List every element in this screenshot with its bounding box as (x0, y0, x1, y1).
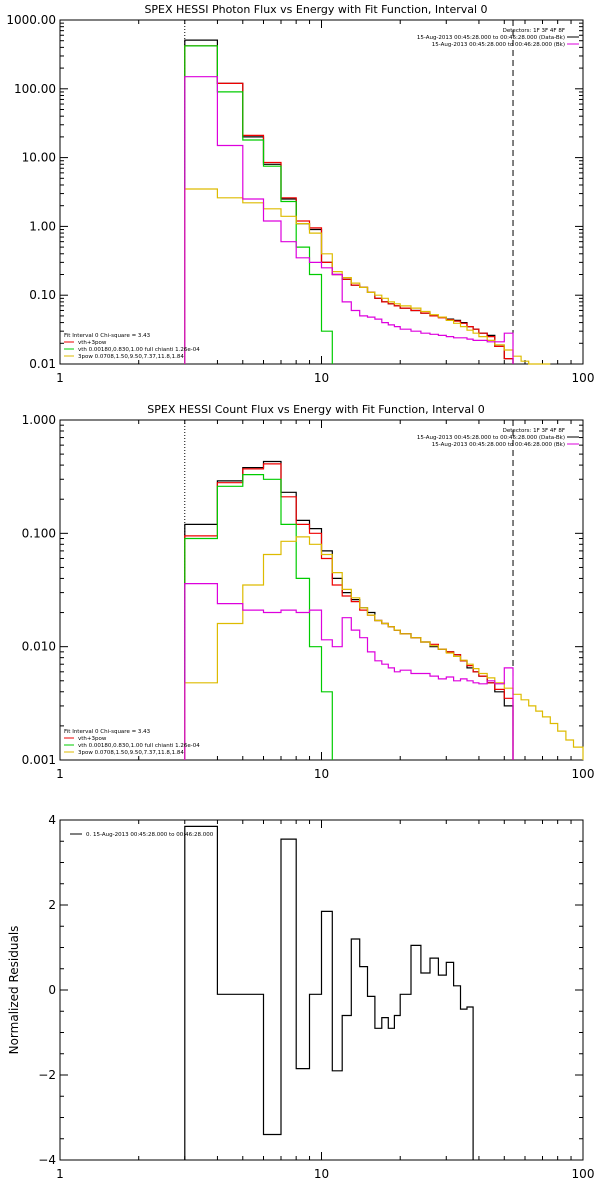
y-tick-label: 0.01 (29, 357, 56, 371)
y-tick-label: −4 (38, 1153, 56, 1167)
series-bk (184, 583, 514, 760)
y-tick-label: 0.010 (22, 640, 56, 654)
series-residuals (184, 825, 474, 1160)
y-tick-label: −2 (38, 1068, 56, 1082)
x-tick-label: 10 (314, 767, 329, 781)
fit-line: vth 0.00180,0.830,1.00 full chianti 1.26… (78, 743, 200, 749)
y-tick-label: 1.00 (29, 219, 56, 233)
residuals-y-label: Normalized Residuals (7, 926, 21, 1055)
fit-line: 3pow 0.0708,1.50,9.50,7.37,11.8,1.84 (78, 750, 184, 756)
y-tick-label: 0.10 (29, 288, 56, 302)
x-tick-label: 1 (56, 371, 64, 385)
y-tick-label: 10.00 (22, 151, 56, 165)
series-group (184, 825, 474, 1160)
fit-info: Fit Interval 0 Chi-square = 3.43vth+3pow… (64, 333, 200, 360)
x-tick-label: 10 (314, 371, 329, 385)
series-vth-3pow (184, 463, 514, 760)
count-flux-panel: SPEX HESSI Count Flux vs Energy with Fit… (22, 403, 595, 781)
info-line: Detectors: 1F 3F 4F 8F (503, 428, 565, 434)
x-tick-label: 100 (572, 767, 595, 781)
info-line: 15-Aug-2013 00:45:28.000 to 00:46:28.000… (432, 442, 565, 448)
series-vth (184, 474, 333, 760)
x-axis: 1 10 100 (56, 420, 594, 781)
series-bk (184, 76, 514, 364)
x-tick-label: 100 (572, 1167, 595, 1181)
plot-frame (59, 419, 584, 761)
info-line: 15-Aug-2013 00:45:28.000 to 00:46:28.000… (432, 42, 565, 48)
x-axis: 1 10 100 (56, 820, 594, 1181)
y-tick-label: 0.100 (22, 526, 56, 540)
fit-line: Fit Interval 0 Chi-square = 3.43 (64, 729, 151, 735)
fit-info: Fit Interval 0 Chi-square = 3.43vth+3pow… (64, 729, 200, 756)
x-tick-label: 10 (314, 1167, 329, 1181)
x-tick-label: 100 (572, 371, 595, 385)
x-tick-label: 1 (56, 1167, 64, 1181)
y-axis: 0.01 0.10 1.00 10.00 100.00 1000.00 (6, 13, 583, 371)
fit-line: vth 0.00180,0.830,1.00 full chianti 1.26… (78, 347, 200, 353)
series-vth (184, 45, 333, 364)
y-axis: −4 −2 0 2 4 (38, 813, 583, 1167)
y-axis: 0.001 0.010 0.100 1.000 (22, 413, 583, 767)
series-3pow (184, 536, 584, 760)
y-tick-label: 100.00 (14, 82, 56, 96)
series-3pow (184, 188, 551, 365)
photon-flux-panel: SPEX HESSI Photon Flux vs Energy with Fi… (6, 3, 594, 385)
info-line: 15-Aug-2013 00:45:28.000 to 00:46:28.000… (417, 435, 565, 441)
fit-line: 3pow 0.0708,1.50,9.50,7.37,11.8,1.84 (78, 354, 184, 360)
series-vth-3pow (184, 45, 514, 364)
series-group (184, 460, 584, 760)
fit-line: Fit Interval 0 Chi-square = 3.43 (64, 333, 151, 339)
info-line: Detectors: 1F 3F 4F 8F (503, 28, 565, 34)
x-tick-label: 1 (56, 767, 64, 781)
y-tick-label: 2 (48, 898, 56, 912)
series-group (184, 39, 551, 365)
fit-line: vth+3pow (78, 736, 107, 742)
y-tick-label: 0 (48, 983, 56, 997)
photon-flux-title: SPEX HESSI Photon Flux vs Energy with Fi… (144, 3, 487, 16)
info-line: 15-Aug-2013 00:45:28.000 to 00:46:28.000… (417, 35, 565, 41)
series-data-bk (184, 39, 514, 364)
reference-lines (184, 20, 514, 364)
x-axis: 1 10 100 (56, 20, 594, 385)
residuals-panel: Normalized Residuals −4 −2 0 2 4 1 10 100 0. 1… (7, 813, 594, 1181)
y-tick-label: 0.001 (22, 753, 56, 767)
series-data-bk (184, 460, 514, 760)
y-tick-label: 1.000 (22, 413, 56, 427)
count-flux-title: SPEX HESSI Count Flux vs Energy with Fit… (147, 403, 484, 416)
y-tick-label: 1000.00 (6, 13, 56, 27)
y-tick-label: 4 (48, 813, 56, 827)
fit-line: vth+3pow (78, 340, 107, 346)
residuals-legend: 0. 15-Aug-2013 00:45:28.000 to 00:46:28.… (86, 832, 214, 838)
